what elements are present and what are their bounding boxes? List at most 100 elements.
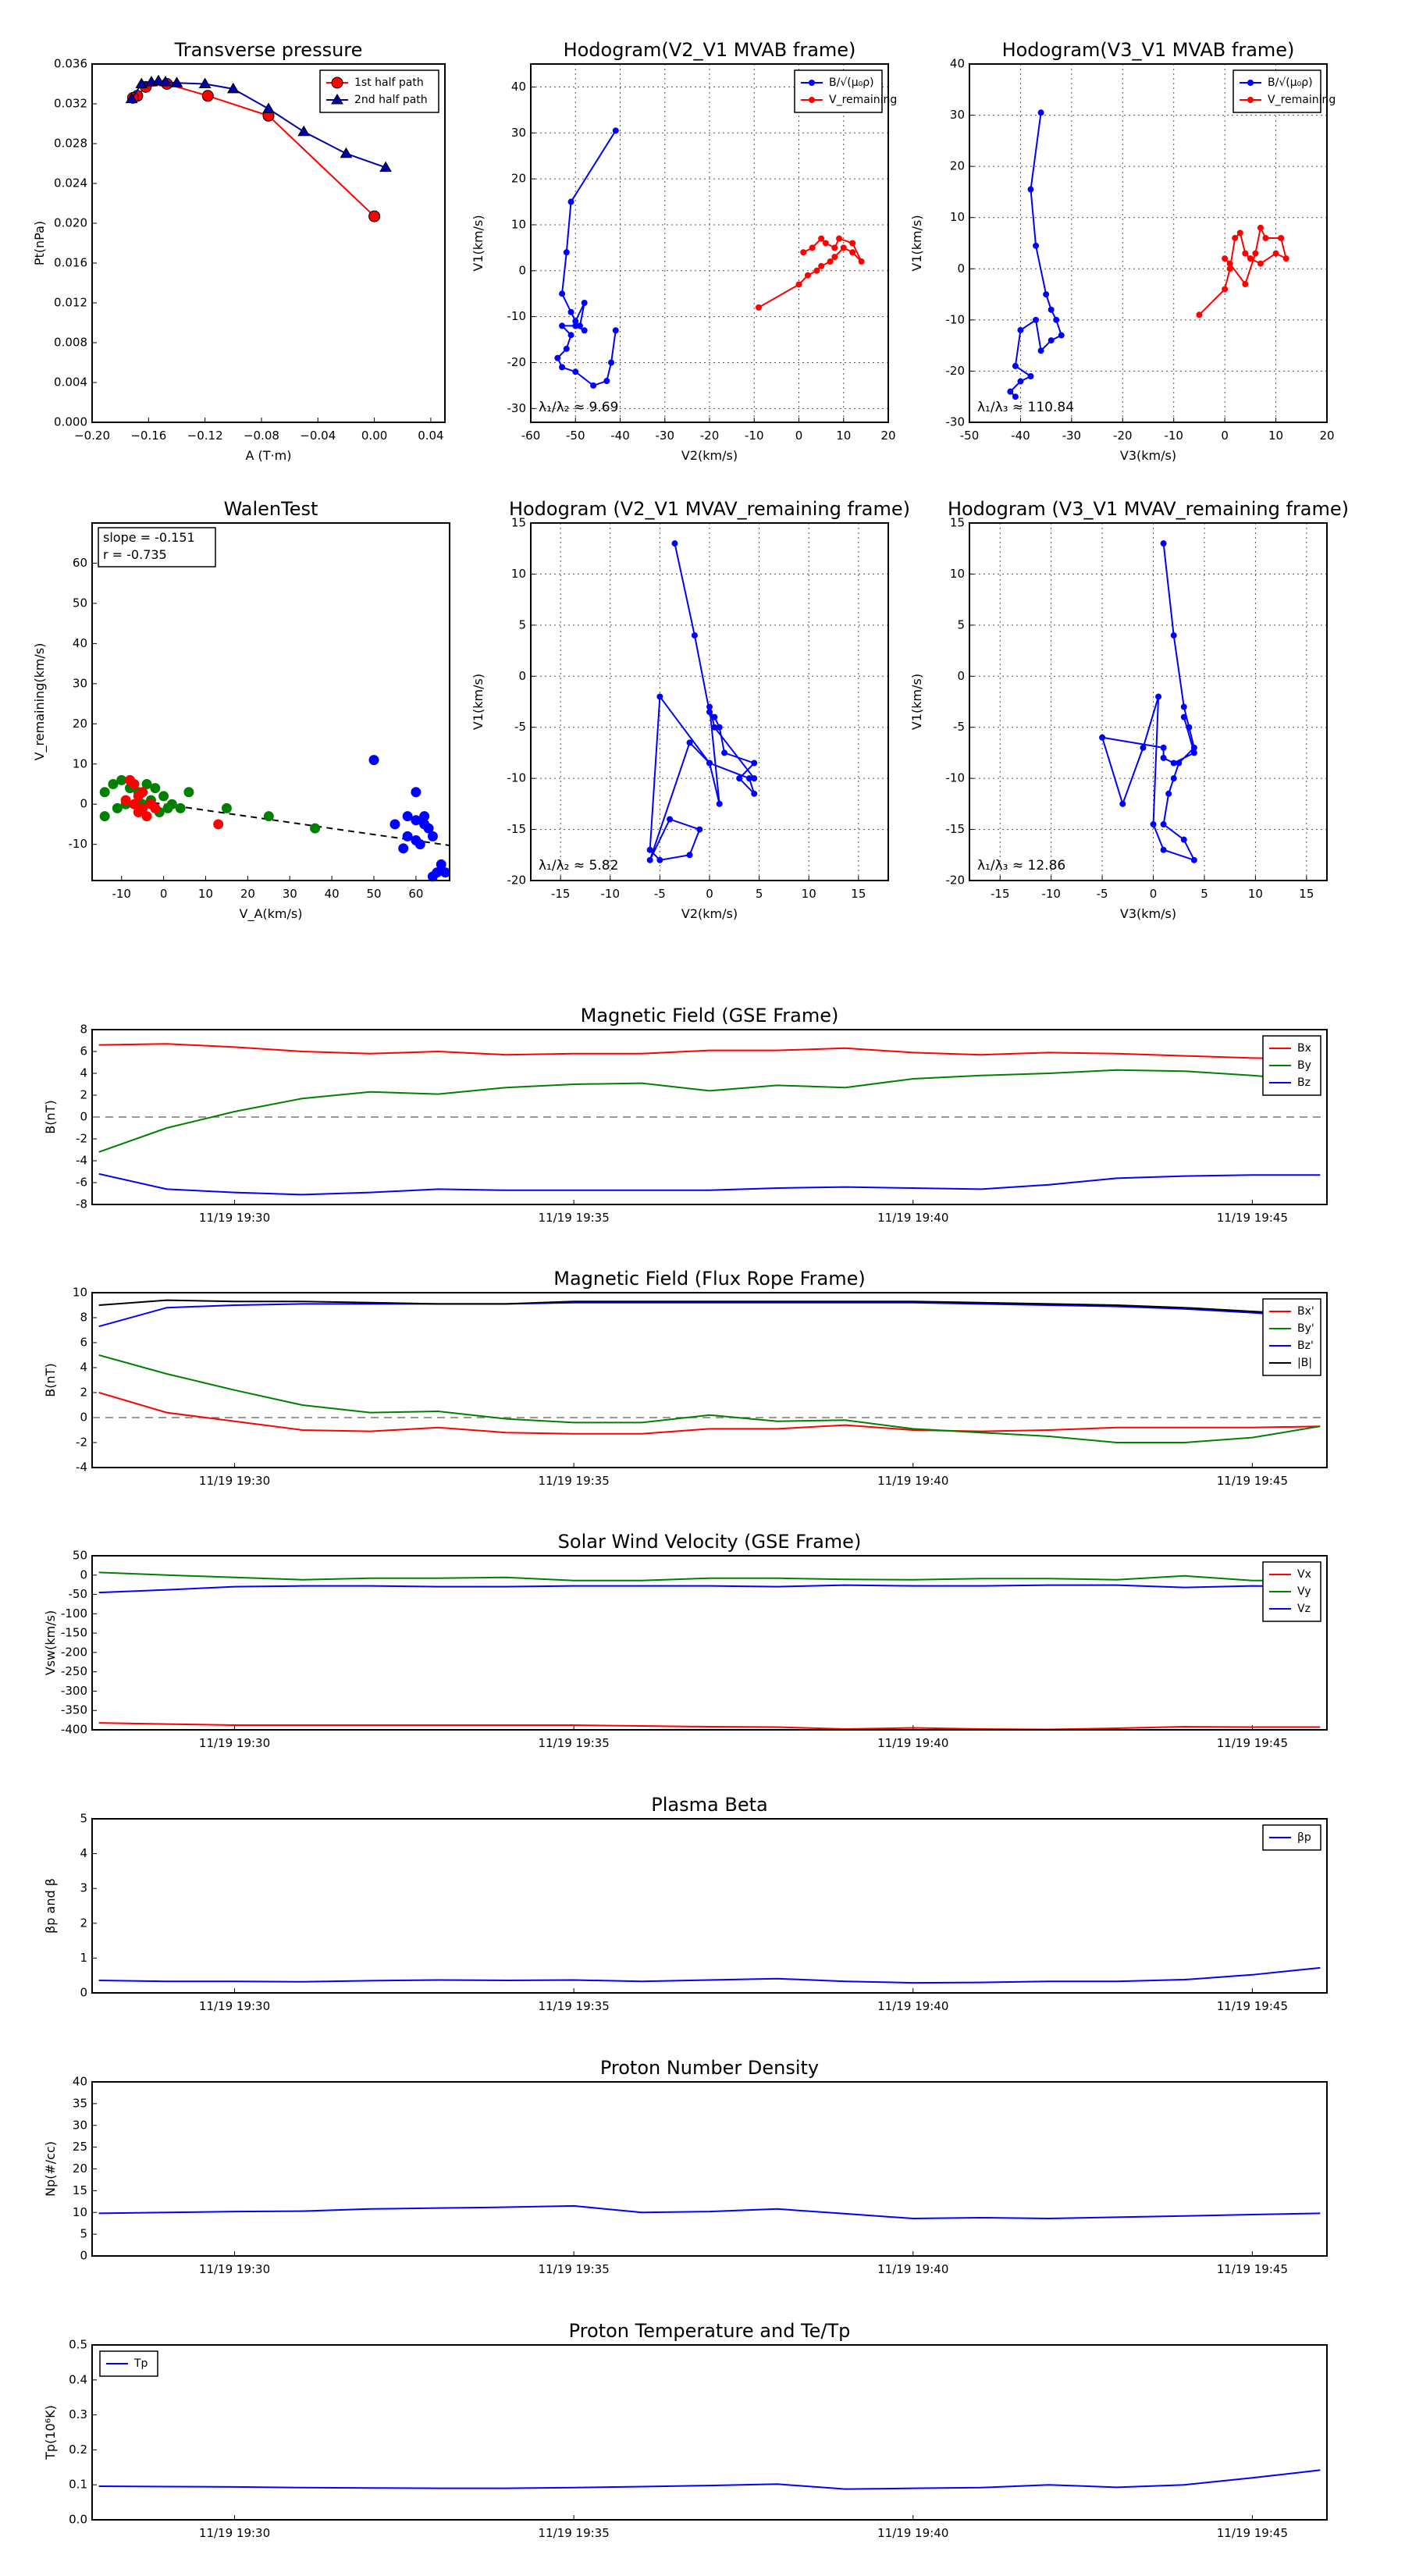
y-tick-label: 0 bbox=[957, 262, 965, 276]
y-tick-label: 30 bbox=[73, 676, 87, 690]
data-point bbox=[221, 802, 232, 813]
data-point bbox=[1278, 234, 1285, 241]
x-tick-label: 0.00 bbox=[361, 429, 387, 443]
data-point bbox=[1262, 234, 1269, 241]
y-tick-label: -300 bbox=[61, 1684, 87, 1698]
data-point bbox=[129, 778, 140, 789]
y-tick-label: -30 bbox=[946, 415, 966, 429]
legend-label: Bz bbox=[1297, 1076, 1311, 1089]
data-point bbox=[671, 540, 678, 547]
data-point bbox=[559, 290, 566, 297]
x-tick-label: 11/19 19:45 bbox=[1217, 1211, 1288, 1225]
data-point bbox=[603, 378, 610, 385]
y-tick-label: -10 bbox=[946, 312, 966, 326]
data-point bbox=[572, 322, 579, 329]
y-tick-label: -10 bbox=[946, 771, 966, 785]
data-point bbox=[646, 846, 653, 853]
y-tick-label: -250 bbox=[61, 1664, 87, 1678]
x-tick-label: 11/19 19:40 bbox=[877, 2526, 948, 2540]
annotation-text: λ₁/λ₃ ≈ 110.84 bbox=[977, 400, 1074, 415]
x-tick-label: -10 bbox=[745, 429, 764, 443]
data-point bbox=[667, 816, 674, 823]
annotation-text: λ₁/λ₂ ≈ 9.69 bbox=[539, 400, 618, 415]
data-point bbox=[612, 127, 619, 134]
y-axis-label: V1(km/s) bbox=[909, 215, 924, 271]
x-tick-label: -30 bbox=[1062, 429, 1082, 443]
data-point bbox=[813, 267, 820, 274]
data-point bbox=[1247, 255, 1254, 262]
x-tick-label: 10 bbox=[1268, 429, 1283, 443]
data-point bbox=[1226, 260, 1233, 267]
data-point bbox=[340, 147, 353, 158]
x-tick-label: 0 bbox=[795, 429, 803, 443]
x-tick-label: 0 bbox=[706, 887, 713, 901]
y-tick-label: 0 bbox=[80, 797, 87, 811]
data-point bbox=[99, 811, 110, 822]
data-point bbox=[849, 240, 856, 247]
legend-label: Bx bbox=[1297, 1042, 1311, 1055]
legend-label: Tp bbox=[133, 2357, 148, 2370]
legend-label: |B| bbox=[1297, 1357, 1312, 1369]
y-tick-label: 10 bbox=[950, 567, 965, 581]
data-point bbox=[559, 364, 566, 371]
data-point bbox=[116, 774, 127, 785]
x-tick-label: 11/19 19:45 bbox=[1217, 2526, 1288, 2540]
y-tick-label: 5 bbox=[80, 1812, 87, 1826]
data-point bbox=[706, 703, 713, 710]
x-tick-label: 11/19 19:45 bbox=[1217, 1474, 1288, 1488]
data-point bbox=[572, 368, 579, 375]
x-tick-label: -40 bbox=[610, 429, 630, 443]
x-tick-label: 11/19 19:30 bbox=[199, 2262, 270, 2276]
data-point bbox=[1196, 311, 1203, 318]
x-tick-label: 60 bbox=[408, 887, 423, 901]
x-tick-label: 11/19 19:30 bbox=[199, 2526, 270, 2540]
legend-label: Bz' bbox=[1297, 1340, 1314, 1352]
chart-title: Proton Temperature and Te/Tp bbox=[569, 2320, 851, 2342]
y-tick-label: -5 bbox=[953, 720, 965, 734]
data-point bbox=[691, 632, 698, 639]
y-tick-label: -10 bbox=[507, 309, 527, 323]
data-point bbox=[427, 831, 438, 841]
data-point bbox=[827, 258, 834, 265]
legend-label: 1st half path bbox=[354, 76, 424, 89]
x-tick-label: -10 bbox=[112, 887, 131, 901]
y-axis-label: Pt(nPa) bbox=[32, 221, 47, 265]
annotation-text: λ₁/λ₃ ≈ 12.86 bbox=[977, 858, 1065, 873]
data-point bbox=[1017, 326, 1024, 333]
x-tick-label: 0 bbox=[1221, 429, 1229, 443]
data-point bbox=[389, 819, 400, 830]
y-tick-label: 6 bbox=[80, 1044, 87, 1059]
data-point bbox=[1176, 760, 1183, 767]
data-point bbox=[1252, 250, 1259, 257]
x-tick-label: 11/19 19:30 bbox=[199, 1474, 270, 1488]
x-tick-label: 0.04 bbox=[418, 429, 443, 443]
data-point bbox=[1232, 234, 1239, 241]
x-tick-label: 11/19 19:35 bbox=[539, 1999, 610, 2013]
y-tick-label: 0.020 bbox=[54, 216, 87, 230]
data-point bbox=[804, 272, 811, 279]
x-tick-label: -60 bbox=[521, 429, 541, 443]
y-axis-label: Np(#/cc) bbox=[43, 2141, 58, 2197]
data-point bbox=[1033, 242, 1040, 249]
plot-frame bbox=[91, 63, 446, 423]
chart-title: Plasma Beta bbox=[651, 1794, 767, 1816]
data-point bbox=[135, 77, 148, 88]
y-tick-label: 0 bbox=[957, 669, 965, 683]
data-point bbox=[1037, 347, 1044, 354]
data-point bbox=[809, 244, 816, 251]
data-point bbox=[696, 826, 703, 833]
series-line bbox=[98, 1301, 1321, 1328]
y-tick-label: 0.008 bbox=[54, 336, 87, 350]
data-point bbox=[706, 709, 713, 716]
y-tick-label: 0 bbox=[80, 2249, 87, 2263]
data-point bbox=[559, 322, 566, 329]
data-point bbox=[159, 75, 172, 87]
data-point bbox=[368, 755, 379, 766]
plot-frame bbox=[969, 522, 1328, 881]
data-point bbox=[1160, 540, 1167, 547]
y-tick-label: -50 bbox=[69, 1587, 88, 1601]
y-tick-label: 0 bbox=[80, 1986, 87, 2000]
x-tick-label: -10 bbox=[1041, 887, 1061, 901]
data-point bbox=[1058, 332, 1065, 339]
y-tick-label: -8 bbox=[76, 1197, 87, 1212]
